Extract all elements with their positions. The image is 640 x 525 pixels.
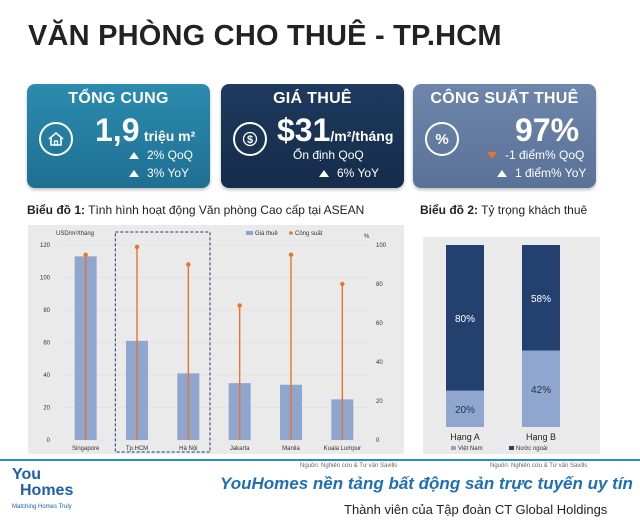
chart2-container: 20% 80% Hạng A 42% 58% Hạng B Việt Nam Nước ngo… <box>423 237 600 454</box>
supply-unit: triệu m² <box>143 128 196 144</box>
y-tick-label: 0 <box>47 438 51 444</box>
svg-text:$: $ <box>247 134 253 146</box>
legend-swatch-bar <box>246 231 253 235</box>
percent-icon: % <box>425 122 459 156</box>
y-tick-label: 120 <box>40 243 51 249</box>
x-tick-label: Hạng B <box>526 432 556 442</box>
y2-axis-label: % <box>364 234 370 240</box>
x-tick-label: Singapore <box>72 446 100 452</box>
card-title: TỔNG CUNG <box>68 90 169 107</box>
y-tick-label: 40 <box>43 373 50 379</box>
total-supply-card: TỔNG CUNG 1,9 triệu m² 2% QoQ 3% YoY <box>27 84 210 188</box>
y-tick-label: 80 <box>43 308 50 314</box>
up-arrow-icon <box>129 152 139 159</box>
up-arrow-icon <box>129 170 139 177</box>
rent-unit: /m²/tháng <box>330 128 394 144</box>
legend-swatch-foreign <box>509 446 514 450</box>
y2-tick-label: 40 <box>376 360 383 366</box>
x-tick-label: Tp.HCM <box>126 446 148 452</box>
lollipop-point <box>83 252 88 257</box>
y-tick-label: 100 <box>40 276 51 282</box>
footer-subtagline: Thành viên của Tập đoàn CT Global Holdin… <box>344 502 608 517</box>
x-tick-label: Manila <box>282 446 300 452</box>
rent-yoy: 6% YoY <box>319 166 379 180</box>
chart1-container: USD/m²/tháng% 0 20 40 60 80 100 120 0 20 40 60 80 100… <box>28 225 404 454</box>
chart2-source: Nguồn: Nghiên cứu & Tư vấn Savills <box>490 463 588 469</box>
stacked-bar-vietnam <box>522 350 560 427</box>
occupancy-yoy: 1 điểm% YoY <box>497 166 586 180</box>
legend-label: Nước ngoài <box>516 446 548 452</box>
legend-label: Công suất <box>295 231 323 237</box>
rent-value: $31/m²/tháng <box>277 112 393 149</box>
card-title: GIÁ THUÊ <box>273 90 352 107</box>
lollipop-point <box>340 281 345 287</box>
occupancy-qoq: -1 điểm% QoQ <box>487 148 584 162</box>
lollipop-point <box>186 262 191 267</box>
y-tick-label: 60 <box>43 341 50 347</box>
x-tick-label: Hạng A <box>450 432 480 442</box>
data-label: 42% <box>531 385 551 396</box>
data-label: 20% <box>455 405 475 416</box>
supply-number: 1,9 <box>95 112 140 148</box>
lollipop-point <box>134 244 140 250</box>
y2-tick-label: 80 <box>376 282 383 288</box>
legend-label: Việt Nam <box>458 446 483 452</box>
stacked-bar-foreign <box>522 245 560 351</box>
highlight-box <box>114 231 211 453</box>
x-tick-label: Jakarta <box>230 446 250 452</box>
x-tick-label: Kuala Lumpur <box>324 446 361 452</box>
stacked-bar-foreign <box>446 245 484 391</box>
chart1-source: Nguồn: Nghiên cứu & Tư vấn Savills <box>300 463 398 469</box>
house-icon <box>39 122 73 156</box>
y2-tick-label: 100 <box>376 243 387 249</box>
footer-divider <box>0 459 640 461</box>
footer-tagline: YouHomes nền tảng bất động sản trực tuyế… <box>220 474 633 493</box>
logo-subtitle: Matching Homes Truly <box>12 504 72 510</box>
page-title: VĂN PHÒNG CHO THUÊ - TP.HCM <box>28 20 502 52</box>
y2-tick-label: 60 <box>376 321 383 327</box>
legend-swatch-vietnam <box>451 446 456 450</box>
chart1-heading: Biểu đồ 1: Tình hình hoạt động Văn phòng… <box>27 203 365 217</box>
y-axis-label: USD/m²/tháng <box>56 231 94 237</box>
data-label: 80% <box>455 314 475 325</box>
logo-homes: Homes <box>20 482 74 499</box>
down-arrow-icon <box>487 152 497 159</box>
youhomes-logo: You Homes Matching Homes Truly <box>6 466 146 522</box>
x-tick-label: Hà Nội <box>179 446 197 452</box>
rent-qoq: Ổn định QoQ <box>293 148 364 162</box>
lollipop-point <box>288 252 294 257</box>
supply-yoy: 3% YoY <box>129 166 189 180</box>
supply-qoq: 2% QoQ <box>129 148 193 162</box>
y2-tick-label: 20 <box>376 399 383 405</box>
chart2-svg: 20% 80% Hạng A 42% 58% Hạng B Việt Nam Nước ngo… <box>446 245 560 452</box>
occupancy-card: CÔNG SUẤT THUÊ % 97% -1 điểm% QoQ 1 điểm… <box>413 84 596 188</box>
rent-number: $31 <box>277 112 331 148</box>
data-label: 58% <box>531 294 551 305</box>
occupancy-value: 97% <box>515 112 579 149</box>
dollar-coin-icon: $ <box>233 122 267 156</box>
legend-swatch-point <box>289 231 293 235</box>
stacked-bar-vietnam <box>446 390 484 427</box>
y-tick-label: 20 <box>43 406 50 412</box>
rent-price-card: GIÁ THUÊ $ $31/m²/tháng Ổn định QoQ 6% Y… <box>221 84 404 188</box>
y2-tick-label: 0 <box>376 438 380 444</box>
card-title: CÔNG SUẤT THUÊ <box>430 90 579 107</box>
legend-label: Giá thuê <box>255 231 278 237</box>
supply-value: 1,9 triệu m² <box>95 112 195 149</box>
chart1-svg: USD/m²/tháng % 0 20 40 60 80 100 120 0 20 40 60 80 100… <box>40 231 387 453</box>
up-arrow-icon <box>319 170 329 177</box>
up-arrow-icon <box>497 170 507 177</box>
logo-you: You <box>12 466 42 483</box>
chart2-heading: Biểu đồ 2: Tỷ trọng khách thuê <box>420 203 588 217</box>
occupancy-number: 97% <box>515 112 580 148</box>
lollipop-point <box>237 303 242 308</box>
